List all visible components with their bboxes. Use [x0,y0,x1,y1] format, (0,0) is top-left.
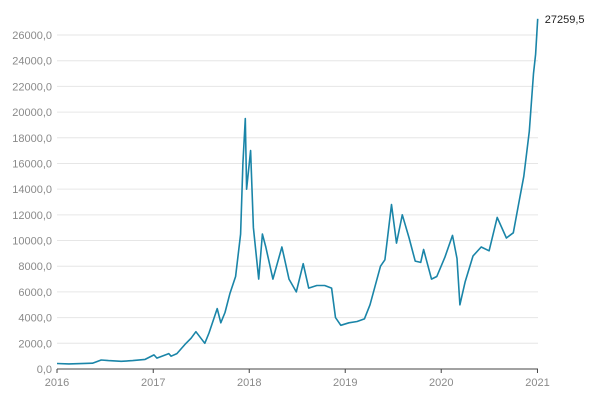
x-tick-label: 2016 [45,377,69,389]
y-tick-label: 8000,0 [18,261,52,273]
y-axis-ticks: 0,0 2000,0 4000,0 6000,0 8000,0 10000,0 12000,… [12,30,52,376]
x-tick-label: 2019 [333,377,357,389]
y-tick-label: 0,0 [37,364,52,376]
y-tick-label: 14000,0 [12,184,52,196]
x-tick-label: 2017 [141,377,165,389]
y-tick-label: 22000,0 [12,81,52,93]
x-tick-label: 2018 [237,377,261,389]
y-tick-label: 6000,0 [18,287,52,299]
y-tick-label: 4000,0 [18,313,52,325]
y-tick-label: 12000,0 [12,210,52,222]
x-tick-label: 2020 [429,377,453,389]
y-tick-label: 26000,0 [12,30,52,42]
series-line [56,18,539,365]
y-tick-label: 10000,0 [12,236,52,248]
end-value-label: 27259,5 [545,14,585,26]
x-tick-label: 2021 [525,377,549,389]
gridlines [57,34,538,344]
x-axis: 2016 2017 2018 2019 2020 2021 [45,368,550,389]
y-tick-label: 16000,0 [12,158,52,170]
y-tick-label: 2000,0 [18,338,52,350]
y-tick-label: 18000,0 [12,133,52,145]
y-tick-label: 20000,0 [12,107,52,119]
y-tick-label: 24000,0 [12,56,52,68]
